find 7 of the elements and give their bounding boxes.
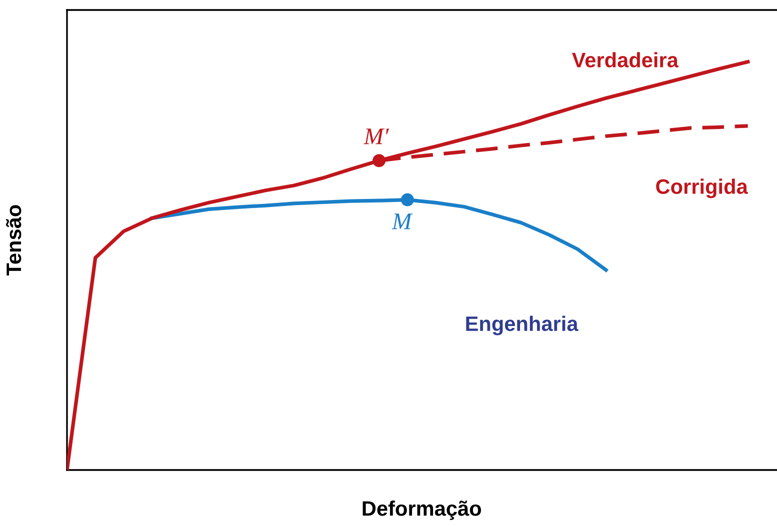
text: Corrigida: [656, 178, 748, 198]
y-axis-title: Tensão: [6, 205, 22, 276]
x-axis-title: Deformação: [362, 500, 482, 520]
annotation: M: [392, 214, 413, 230]
annotation: M′: [364, 128, 389, 144]
series-label: Verdadeira: [572, 52, 679, 68]
text: Engenharia: [466, 316, 578, 336]
